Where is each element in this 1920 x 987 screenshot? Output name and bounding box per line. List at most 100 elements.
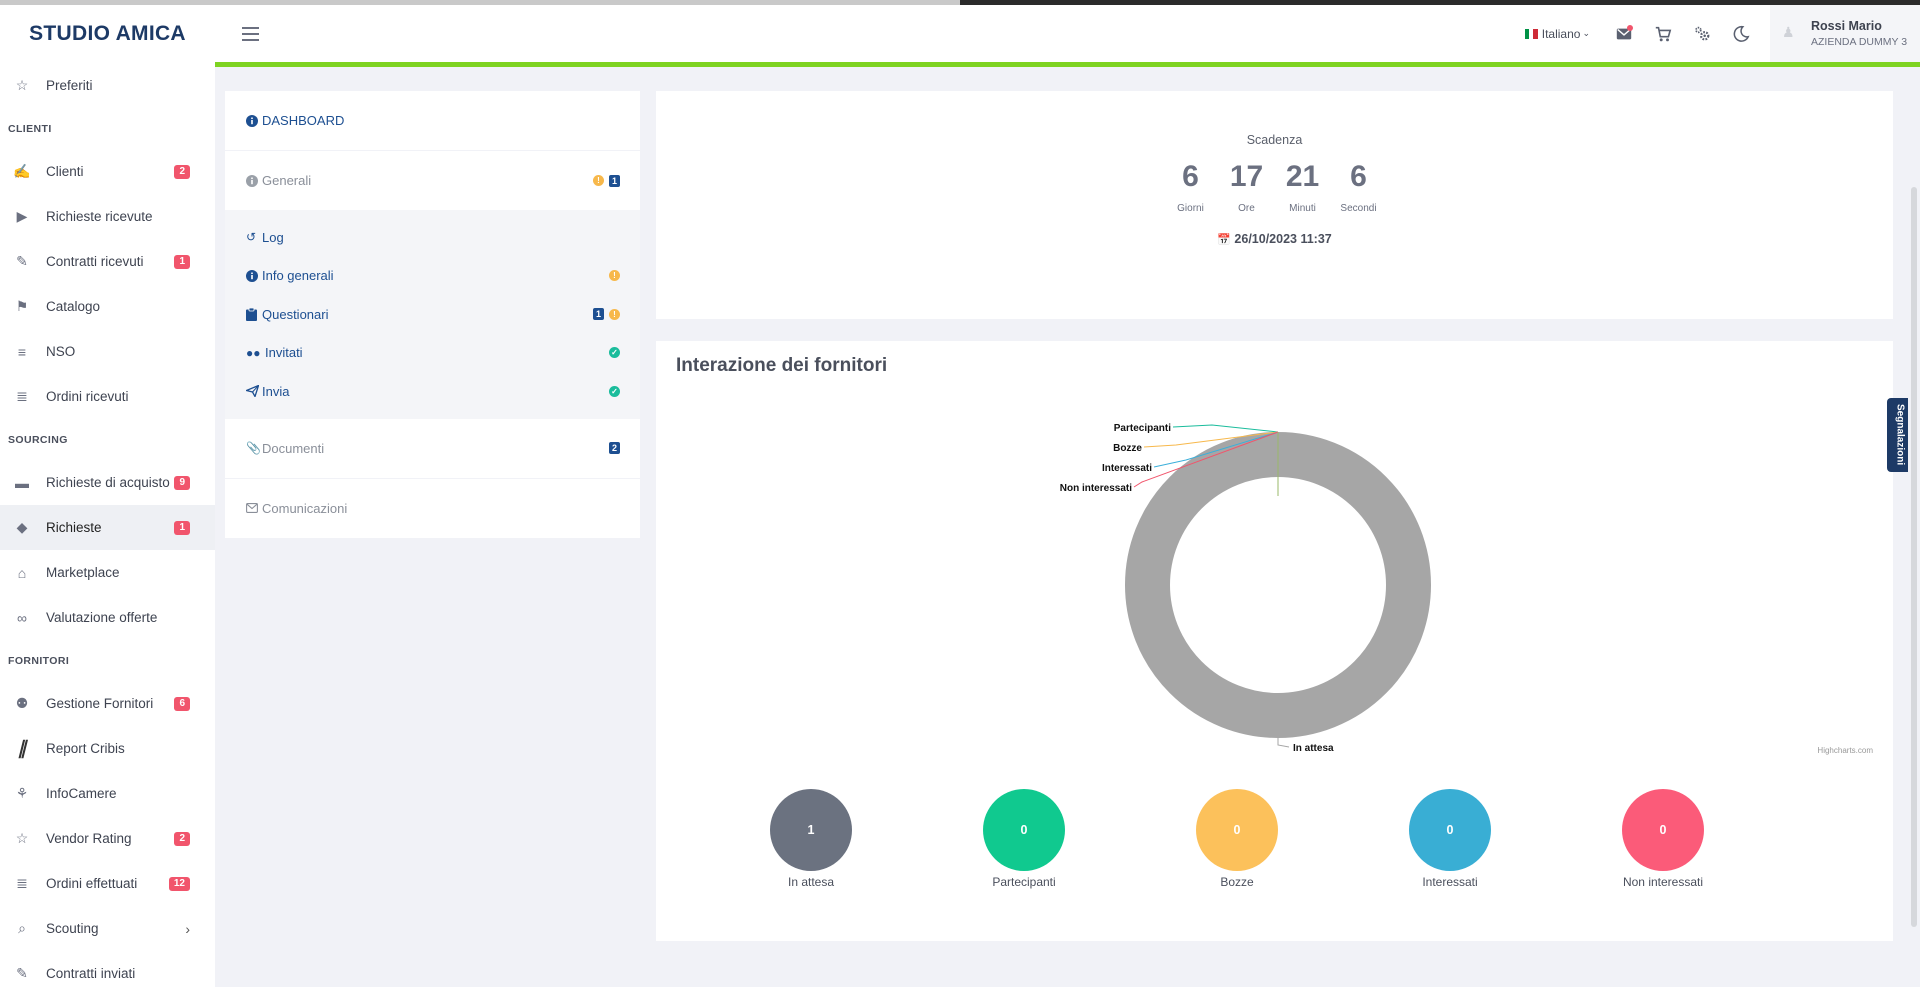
sidebar-item-richieste-ricevute[interactable]: ▶ Richieste ricevute [0, 194, 215, 239]
data-label-interessati: Interessati [1102, 463, 1152, 474]
sidebar-item-richieste[interactable]: ◆ Richieste 1 [0, 505, 215, 550]
user-menu[interactable]: ♟ Rossi Mario AZIENDA DUMMY 3 [1770, 5, 1920, 62]
sidebar-item-contratti-ricevuti[interactable]: ✎ Contratti ricevuti 1 [0, 239, 215, 284]
mail-icon[interactable] [1614, 24, 1634, 44]
sidebar-item-vendor-rating[interactable]: ☆ Vendor Rating 2 [0, 816, 215, 861]
warning-icon: ! [592, 175, 604, 186]
sidebar-item-label: Vendor Rating [46, 831, 132, 846]
language-label: Italiano [1541, 26, 1581, 41]
sidebar-item-label: Preferiti [46, 78, 93, 93]
sidebar-item-label: Richieste di acquisto [46, 475, 170, 490]
search-icon: ⌕ [18, 920, 26, 936]
language-selector[interactable]: Italiano ⌄ [1524, 26, 1590, 41]
cube-icon: ◆ [16, 519, 28, 535]
count-badge: 2 [608, 442, 620, 454]
shopping-bag-icon: ⌂ [17, 564, 27, 581]
sidebar-item-label: Richieste [46, 520, 102, 535]
sidebar-item-contratti-inviati[interactable]: ✎ Contratti inviati [0, 951, 215, 987]
user-name: Rossi Mario [1811, 19, 1882, 33]
status-label: Bozze [1220, 875, 1254, 889]
count-badge: 12 [168, 876, 190, 891]
count-badge: 1 [592, 308, 604, 321]
menu-toggle-icon[interactable] [242, 27, 259, 41]
sidebar-item-preferiti[interactable]: ☆ Preferiti [0, 63, 215, 108]
window-top-bar [0, 0, 1920, 5]
count-badge: 9 [174, 475, 190, 490]
connector-interessati [1153, 431, 1279, 468]
highcharts-credit[interactable]: Highcharts.com [1817, 746, 1873, 755]
clipboard-icon [246, 307, 260, 321]
cribis-logo-icon: ∥ [17, 738, 27, 758]
sidebar-item-label: Clienti [46, 164, 84, 179]
brand-logo[interactable]: STUDIO AMICA [29, 22, 186, 45]
tab-comunicazioni[interactable]: Comunicazioni [225, 478, 640, 538]
sidebar-item-ordini-effettuati[interactable]: ≣ Ordini effettuati 12 [0, 861, 215, 906]
deadline-card: Scadenza 6 Giorni 17 Ore 21 Minuti 6 Secondi… [656, 91, 1893, 319]
italy-flag-icon [1524, 28, 1538, 39]
tab-dashboard[interactable]: DASHBOARD [225, 91, 640, 150]
sidebar-item-gestione-fornitori[interactable]: ⚉ Gestione Fornitori 6 [0, 681, 215, 726]
sidebar-item-ordini-ricevuti[interactable]: ≣ Ordini ricevuti [0, 374, 215, 419]
countdown-days: 6 Giorni [1177, 160, 1204, 214]
sidebar-item-infocamere[interactable]: ⚘ InfoCamere [0, 771, 215, 816]
status-circle-non-interessati: 0 Non interessati [1603, 789, 1723, 889]
sidebar-item-richieste-di-acquisto[interactable]: ▬ Richieste di acquisto 9 [0, 460, 215, 505]
status-circle-bozze: 0 Bozze [1177, 789, 1297, 889]
warning-icon: ! [609, 270, 620, 282]
data-label-bozze: Bozze [1113, 443, 1142, 454]
deadline-title: Scadenza [1246, 133, 1303, 147]
connector-non-interessati [1133, 431, 1279, 488]
subtab-info-generali[interactable]: Info generali ! [225, 257, 640, 296]
calendar-icon: 📅 [1217, 234, 1231, 246]
count-badge: 6 [174, 696, 190, 711]
check-circle-icon: ✓ [609, 385, 620, 397]
dark-mode-moon-icon[interactable] [1731, 24, 1751, 44]
tab-documenti[interactable]: 📎 Documenti 2 [225, 418, 640, 478]
subtab-invitati[interactable]: ●● Invitati ✓ [225, 334, 640, 373]
request-nav-panel: DASHBOARD Generali ! 1 ↺ Log Info general… [225, 91, 640, 538]
history-icon: ↺ [246, 230, 257, 245]
status-count: 1 [770, 789, 852, 871]
chevron-down-icon: ⌄ [1582, 28, 1590, 38]
subtab-invia[interactable]: Invia ✓ [225, 372, 640, 411]
sidebar-item-label: Contratti ricevuti [46, 254, 144, 269]
page-scrollbar[interactable] [1908, 67, 1920, 987]
subtab-log[interactable]: ↺ Log [246, 229, 284, 245]
settings-gears-icon[interactable] [1692, 24, 1712, 44]
notification-dot [1627, 24, 1633, 31]
avatar-icon: ♟ [1782, 23, 1795, 40]
status-circle-interessati: 0 Interessati [1390, 789, 1510, 889]
envelope-icon [246, 503, 260, 513]
sidebar-section-fornitori: FORNITORI [8, 654, 70, 667]
cart-icon[interactable] [1653, 24, 1673, 44]
paperclip-icon: 📎 [246, 441, 261, 455]
sidebar-item-nso[interactable]: ≡ NSO [0, 329, 215, 374]
sidebar-item-clienti[interactable]: ✍ Clienti 2 [0, 149, 215, 194]
paper-plane-icon [246, 385, 260, 398]
warning-icon: ! [609, 308, 620, 320]
status-label: Interessati [1422, 875, 1478, 889]
sidebar-item-label: Ordini ricevuti [46, 389, 129, 404]
tab-generali[interactable]: Generali ! 1 [225, 151, 640, 210]
sidebar-item-report-cribis[interactable]: ∥ Report Cribis [0, 726, 215, 771]
top-header: Italiano ⌄ ♟ Rossi Mario AZIENDA DUMMY 3 [215, 5, 1920, 67]
sidebar-section-clienti: CLIENTI [8, 122, 52, 135]
sidebar-item-catalogo[interactable]: ⚑ Catalogo [0, 284, 215, 329]
count-badge: 1 [174, 520, 190, 535]
sidebar-item-label: Marketplace [46, 565, 120, 580]
sidebar-item-label: NSO [46, 344, 76, 359]
sidebar-item-label: Report Cribis [46, 741, 125, 756]
status-label: Partecipanti [992, 875, 1056, 889]
tags-icon: ⚑ [15, 298, 29, 314]
sidebar-item-marketplace[interactable]: ⌂ Marketplace [0, 550, 215, 595]
data-label-partecipanti: Partecipanti [1114, 423, 1171, 434]
sidebar-item-valutazione-offerte[interactable]: ∞ Valutazione offerte [0, 595, 215, 640]
star-icon: ☆ [15, 77, 29, 93]
handshake-icon: ✍ [13, 163, 31, 179]
sidebar-item-label: Gestione Fornitori [46, 696, 154, 711]
sidebar-item-scouting[interactable]: ⌕ Scouting › [0, 906, 215, 951]
sidebar-item-label: Catalogo [46, 299, 101, 314]
count-badge: 2 [174, 164, 190, 179]
subtab-questionari[interactable]: Questionari 1! [225, 295, 640, 334]
countdown-seconds: 6 Secondi [1340, 160, 1377, 214]
